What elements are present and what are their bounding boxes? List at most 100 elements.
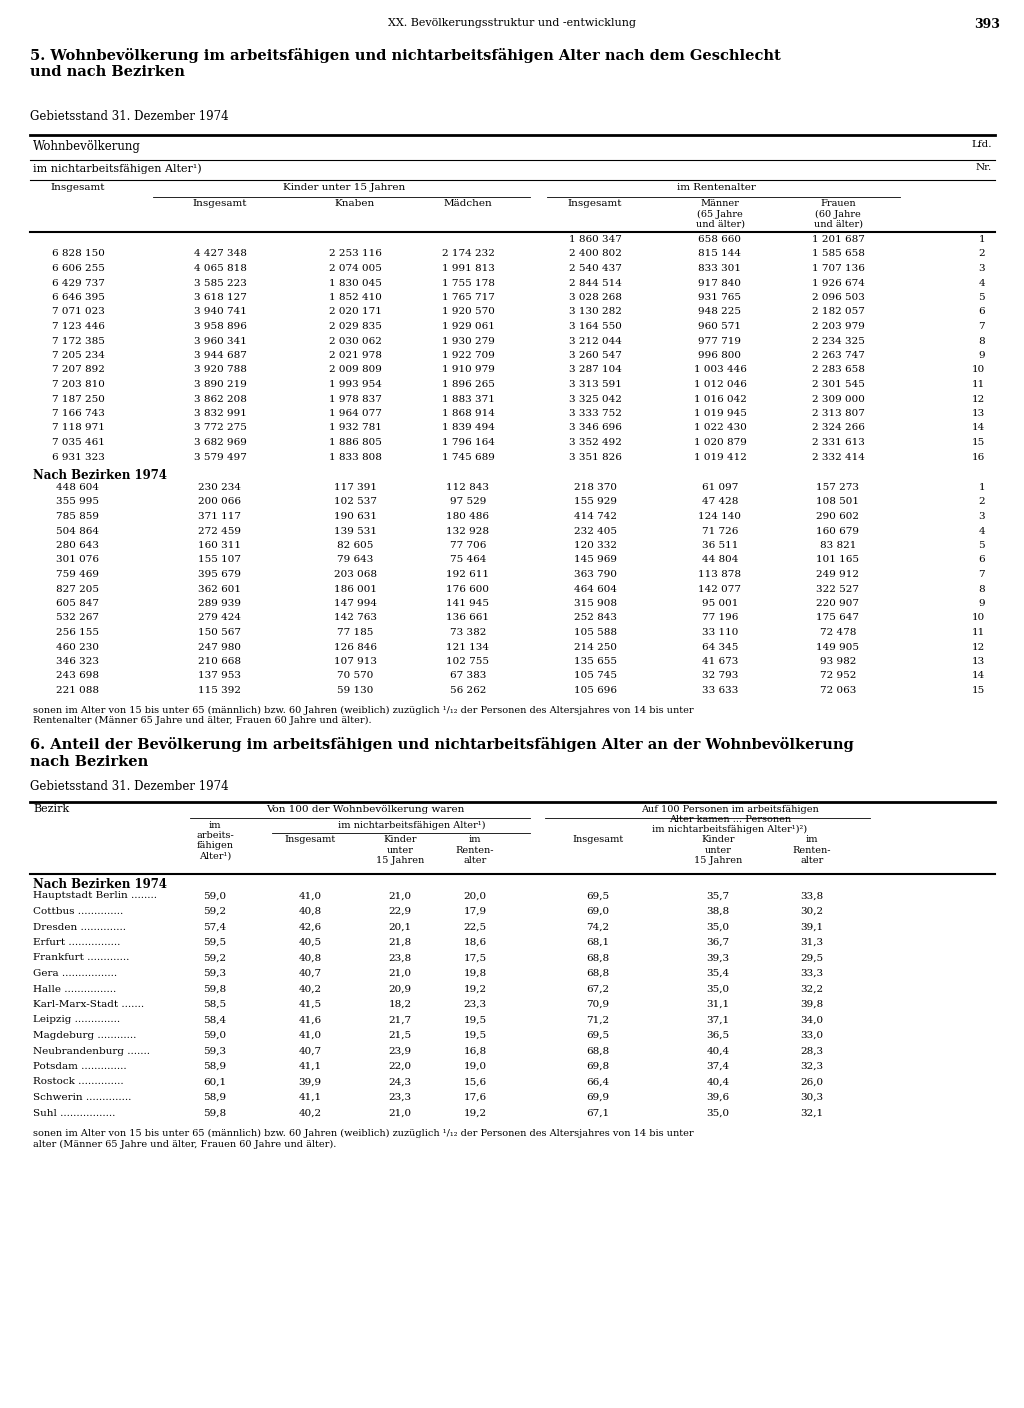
Text: 35,0: 35,0 [707, 984, 729, 994]
Text: 70,9: 70,9 [587, 1000, 609, 1010]
Text: 35,0: 35,0 [707, 922, 729, 932]
Text: Insgesamt: Insgesamt [51, 183, 105, 191]
Text: 7 123 446: 7 123 446 [51, 322, 104, 331]
Text: 58,5: 58,5 [204, 1000, 226, 1010]
Text: 68,8: 68,8 [587, 969, 609, 979]
Text: Frauen
(60 Jahre
und älter): Frauen (60 Jahre und älter) [813, 199, 862, 230]
Text: 67,1: 67,1 [587, 1108, 609, 1118]
Text: 24,3: 24,3 [388, 1077, 412, 1087]
Text: 21,0: 21,0 [388, 969, 412, 979]
Text: 20,1: 20,1 [388, 922, 412, 932]
Text: 190 631: 190 631 [334, 513, 377, 521]
Text: Gebietsstand 31. Dezember 1974: Gebietsstand 31. Dezember 1974 [30, 110, 228, 122]
Text: 3 346 696: 3 346 696 [568, 424, 622, 432]
Text: 3 944 687: 3 944 687 [194, 351, 247, 360]
Text: 1 020 879: 1 020 879 [693, 438, 746, 446]
Text: 58,9: 58,9 [204, 1062, 226, 1071]
Text: 71 726: 71 726 [701, 527, 738, 535]
Text: 1 910 979: 1 910 979 [441, 366, 495, 375]
Text: 137 953: 137 953 [199, 672, 242, 680]
Text: 504 864: 504 864 [56, 527, 99, 535]
Text: 2 021 978: 2 021 978 [329, 351, 381, 360]
Text: 22,0: 22,0 [388, 1062, 412, 1071]
Text: 1 993 954: 1 993 954 [329, 380, 381, 389]
Text: 68,1: 68,1 [587, 938, 609, 948]
Text: 67,2: 67,2 [587, 984, 609, 994]
Text: 2 332 414: 2 332 414 [812, 452, 864, 462]
Text: 355 995: 355 995 [56, 497, 99, 507]
Text: 301 076: 301 076 [56, 556, 99, 565]
Text: 75 464: 75 464 [450, 556, 486, 565]
Text: 2 174 232: 2 174 232 [441, 249, 495, 259]
Text: 147 994: 147 994 [334, 598, 377, 608]
Text: 157 273: 157 273 [816, 483, 859, 491]
Text: 9: 9 [978, 351, 985, 360]
Text: 13: 13 [972, 658, 985, 666]
Text: Kinder
unter
15 Jahren: Kinder unter 15 Jahren [694, 835, 742, 866]
Text: 44 804: 44 804 [701, 556, 738, 565]
Text: 605 847: 605 847 [56, 598, 99, 608]
Text: 17,6: 17,6 [464, 1093, 486, 1102]
Text: Lfd.: Lfd. [972, 139, 992, 149]
Text: 3 351 826: 3 351 826 [568, 452, 622, 462]
Text: 22,9: 22,9 [388, 907, 412, 917]
Text: 3 940 741: 3 940 741 [194, 307, 247, 317]
Text: 59,0: 59,0 [204, 1031, 226, 1041]
Text: 180 486: 180 486 [446, 513, 489, 521]
Text: 59,3: 59,3 [204, 969, 226, 979]
Text: 192 611: 192 611 [446, 570, 489, 579]
Text: 252 843: 252 843 [573, 614, 616, 622]
Text: Insgesamt: Insgesamt [193, 199, 247, 208]
Text: 135 655: 135 655 [573, 658, 616, 666]
Text: 72 063: 72 063 [820, 686, 856, 696]
Text: 917 840: 917 840 [698, 279, 741, 287]
Text: im Rentenalter: im Rentenalter [677, 183, 756, 191]
Text: 29,5: 29,5 [801, 953, 823, 963]
Text: 19,0: 19,0 [464, 1062, 486, 1071]
Text: 56 262: 56 262 [450, 686, 486, 696]
Text: 74,2: 74,2 [587, 922, 609, 932]
Text: 41,1: 41,1 [298, 1093, 322, 1102]
Text: 59 130: 59 130 [337, 686, 373, 696]
Text: 145 969: 145 969 [573, 556, 616, 565]
Text: 40,4: 40,4 [707, 1077, 729, 1087]
Text: im
arbeits-
fähigen
Alter¹): im arbeits- fähigen Alter¹) [197, 821, 233, 860]
Text: 214 250: 214 250 [573, 642, 616, 652]
Text: 7 071 023: 7 071 023 [51, 307, 104, 317]
Text: 1 022 430: 1 022 430 [693, 424, 746, 432]
Text: 1 755 178: 1 755 178 [441, 279, 495, 287]
Text: 15: 15 [972, 686, 985, 696]
Text: sonen im Alter von 15 bis unter 65 (männlich) bzw. 60 Jahren (weiblich) zuzüglic: sonen im Alter von 15 bis unter 65 (männ… [33, 1129, 693, 1149]
Text: 3: 3 [978, 265, 985, 273]
Text: 69,9: 69,9 [587, 1093, 609, 1102]
Text: 3 958 896: 3 958 896 [194, 322, 247, 331]
Text: 102 537: 102 537 [334, 497, 377, 507]
Text: 21,5: 21,5 [388, 1031, 412, 1041]
Text: 10: 10 [972, 366, 985, 375]
Text: 3 333 752: 3 333 752 [568, 408, 622, 418]
Text: 6 931 323: 6 931 323 [51, 452, 104, 462]
Text: 4: 4 [978, 527, 985, 535]
Text: sonen im Alter von 15 bis unter 65 (männlich) bzw. 60 Jahren (weiblich) zuzüglic: sonen im Alter von 15 bis unter 65 (männ… [33, 705, 693, 725]
Text: 40,7: 40,7 [298, 1046, 322, 1056]
Text: 1 991 813: 1 991 813 [441, 265, 495, 273]
Text: 16: 16 [972, 452, 985, 462]
Text: 40,4: 40,4 [707, 1046, 729, 1056]
Text: 1: 1 [978, 235, 985, 244]
Text: 3 585 223: 3 585 223 [194, 279, 247, 287]
Text: 39,9: 39,9 [298, 1077, 322, 1087]
Text: Insgesamt: Insgesamt [285, 835, 336, 845]
Text: 243 698: 243 698 [56, 672, 99, 680]
Text: 10: 10 [972, 614, 985, 622]
Text: 1: 1 [978, 483, 985, 491]
Text: 160 679: 160 679 [816, 527, 859, 535]
Text: 203 068: 203 068 [334, 570, 377, 579]
Text: 11: 11 [972, 380, 985, 389]
Text: 68,8: 68,8 [587, 953, 609, 963]
Text: 6. Anteil der Bevölkerung im arbeitsfähigen und nichtarbeitsfähigen Alter an der: 6. Anteil der Bevölkerung im arbeitsfähi… [30, 738, 854, 769]
Text: 39,6: 39,6 [707, 1093, 729, 1102]
Text: 102 755: 102 755 [446, 658, 489, 666]
Text: 40,2: 40,2 [298, 1108, 322, 1118]
Text: 3 682 969: 3 682 969 [194, 438, 247, 446]
Text: 6 828 150: 6 828 150 [51, 249, 104, 259]
